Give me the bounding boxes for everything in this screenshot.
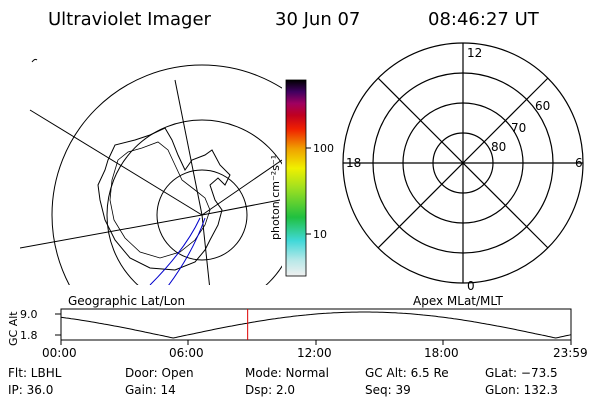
timeline-left-title: Geographic Lat/Lon xyxy=(68,294,185,308)
info-glat: GLat: −73.5 xyxy=(485,366,558,380)
mlat-label-70: 70 xyxy=(511,121,526,135)
x-tick-1: 06:00 xyxy=(169,346,204,360)
time-label: 08:46:27 UT xyxy=(428,9,540,30)
geographic-map xyxy=(20,64,282,285)
y-tick-9: 9.0 xyxy=(20,308,38,321)
mlt-label-top: 12 xyxy=(467,46,482,60)
info-gcalt: GC Alt: 6.5 Re xyxy=(365,366,449,380)
x-tick-2: 12:00 xyxy=(297,346,332,360)
mlt-label-bottom: 0 xyxy=(467,279,475,293)
colorbar: 100 10 photon cm⁻²s⁻¹ xyxy=(269,79,334,277)
info-door: Door: Open xyxy=(125,366,194,380)
polar-labels: 12 18 6 0 80 70 60 xyxy=(346,46,583,293)
instrument-title: Ultraviolet Imager xyxy=(48,9,212,30)
mlt-label-right: 6 xyxy=(575,156,583,170)
date-label: 30 Jun 07 xyxy=(275,9,360,30)
info-dsp: Dsp: 2.0 xyxy=(245,383,295,397)
info-seq: Seq: 39 xyxy=(365,383,411,397)
timeline: Geographic Lat/Lon Apex MLat/MLT 9.0 1.8… xyxy=(7,294,588,360)
info-gain: Gain: 14 xyxy=(125,383,176,397)
mlt-label-left: 18 xyxy=(346,156,361,170)
map-edge-mark xyxy=(31,58,38,63)
info-panel: Flt: LBHL Door: Open Mode: Normal GC Alt… xyxy=(8,366,558,397)
info-glon: GLon: 132.3 xyxy=(485,383,558,397)
colorbar-unit-label: photon cm⁻²s⁻¹ xyxy=(269,155,282,240)
colorbar-tick-100: 100 xyxy=(313,142,334,155)
timeline-axis-label: GC Alt xyxy=(7,311,20,346)
timeline-right-title: Apex MLat/MLT xyxy=(413,294,503,308)
polar-plot xyxy=(342,42,584,284)
x-tick-4: 23:59 xyxy=(553,346,588,360)
info-flt: Flt: LBHL xyxy=(8,366,62,380)
altitude-curve xyxy=(60,311,572,339)
colorbar-tick-10: 10 xyxy=(313,228,327,241)
mlat-label-60: 60 xyxy=(535,99,550,113)
mlat-label-80: 80 xyxy=(491,140,506,154)
info-mode: Mode: Normal xyxy=(245,366,329,380)
x-tick-3: 18:00 xyxy=(424,346,459,360)
x-tick-0: 00:00 xyxy=(42,346,77,360)
info-ip: IP: 36.0 xyxy=(8,383,53,397)
y-tick-1.8: 1.8 xyxy=(20,329,38,342)
